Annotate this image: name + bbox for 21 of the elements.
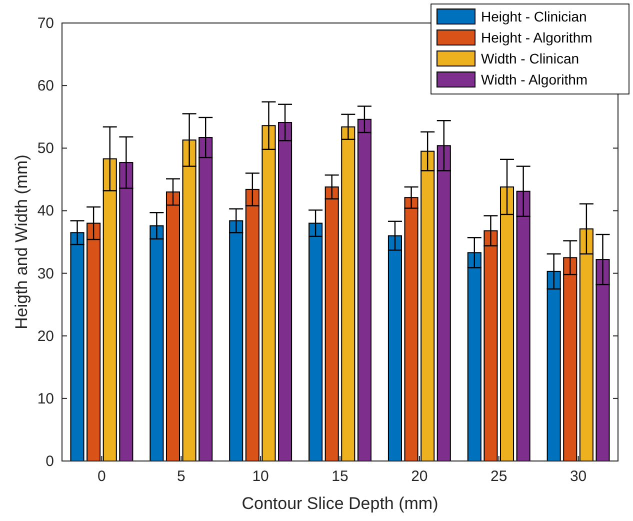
y-tick-label: 70 (37, 15, 54, 32)
y-axis-title: Heigth and Width (mm) (12, 154, 31, 330)
y-tick-label: 10 (37, 390, 54, 408)
x-tick-label: 30 (570, 468, 587, 485)
legend-label: Height - Algorithm (481, 30, 592, 46)
legend-label: Height - Clinician (481, 8, 587, 24)
legend-label: Width - Algorithm (481, 72, 588, 88)
y-tick-label: 0 (46, 453, 54, 470)
x-axis-title: Contour Slice Depth (mm) (242, 494, 438, 513)
x-tick-label: 5 (176, 468, 186, 485)
x-tick-label: 25 (490, 468, 508, 485)
x-tick-label: 15 (332, 468, 348, 485)
y-tick-label: 40 (37, 202, 54, 220)
legend-label: Width - Clinican (481, 50, 580, 66)
x-tick-label: 10 (252, 468, 269, 485)
y-tick-label: 20 (37, 328, 54, 345)
x-tick-label: 0 (98, 468, 106, 485)
y-tick-label: 60 (37, 78, 54, 95)
y-tick-label: 30 (37, 265, 54, 282)
y-tick-label: 50 (37, 140, 54, 158)
x-tick-label: 20 (411, 468, 428, 485)
